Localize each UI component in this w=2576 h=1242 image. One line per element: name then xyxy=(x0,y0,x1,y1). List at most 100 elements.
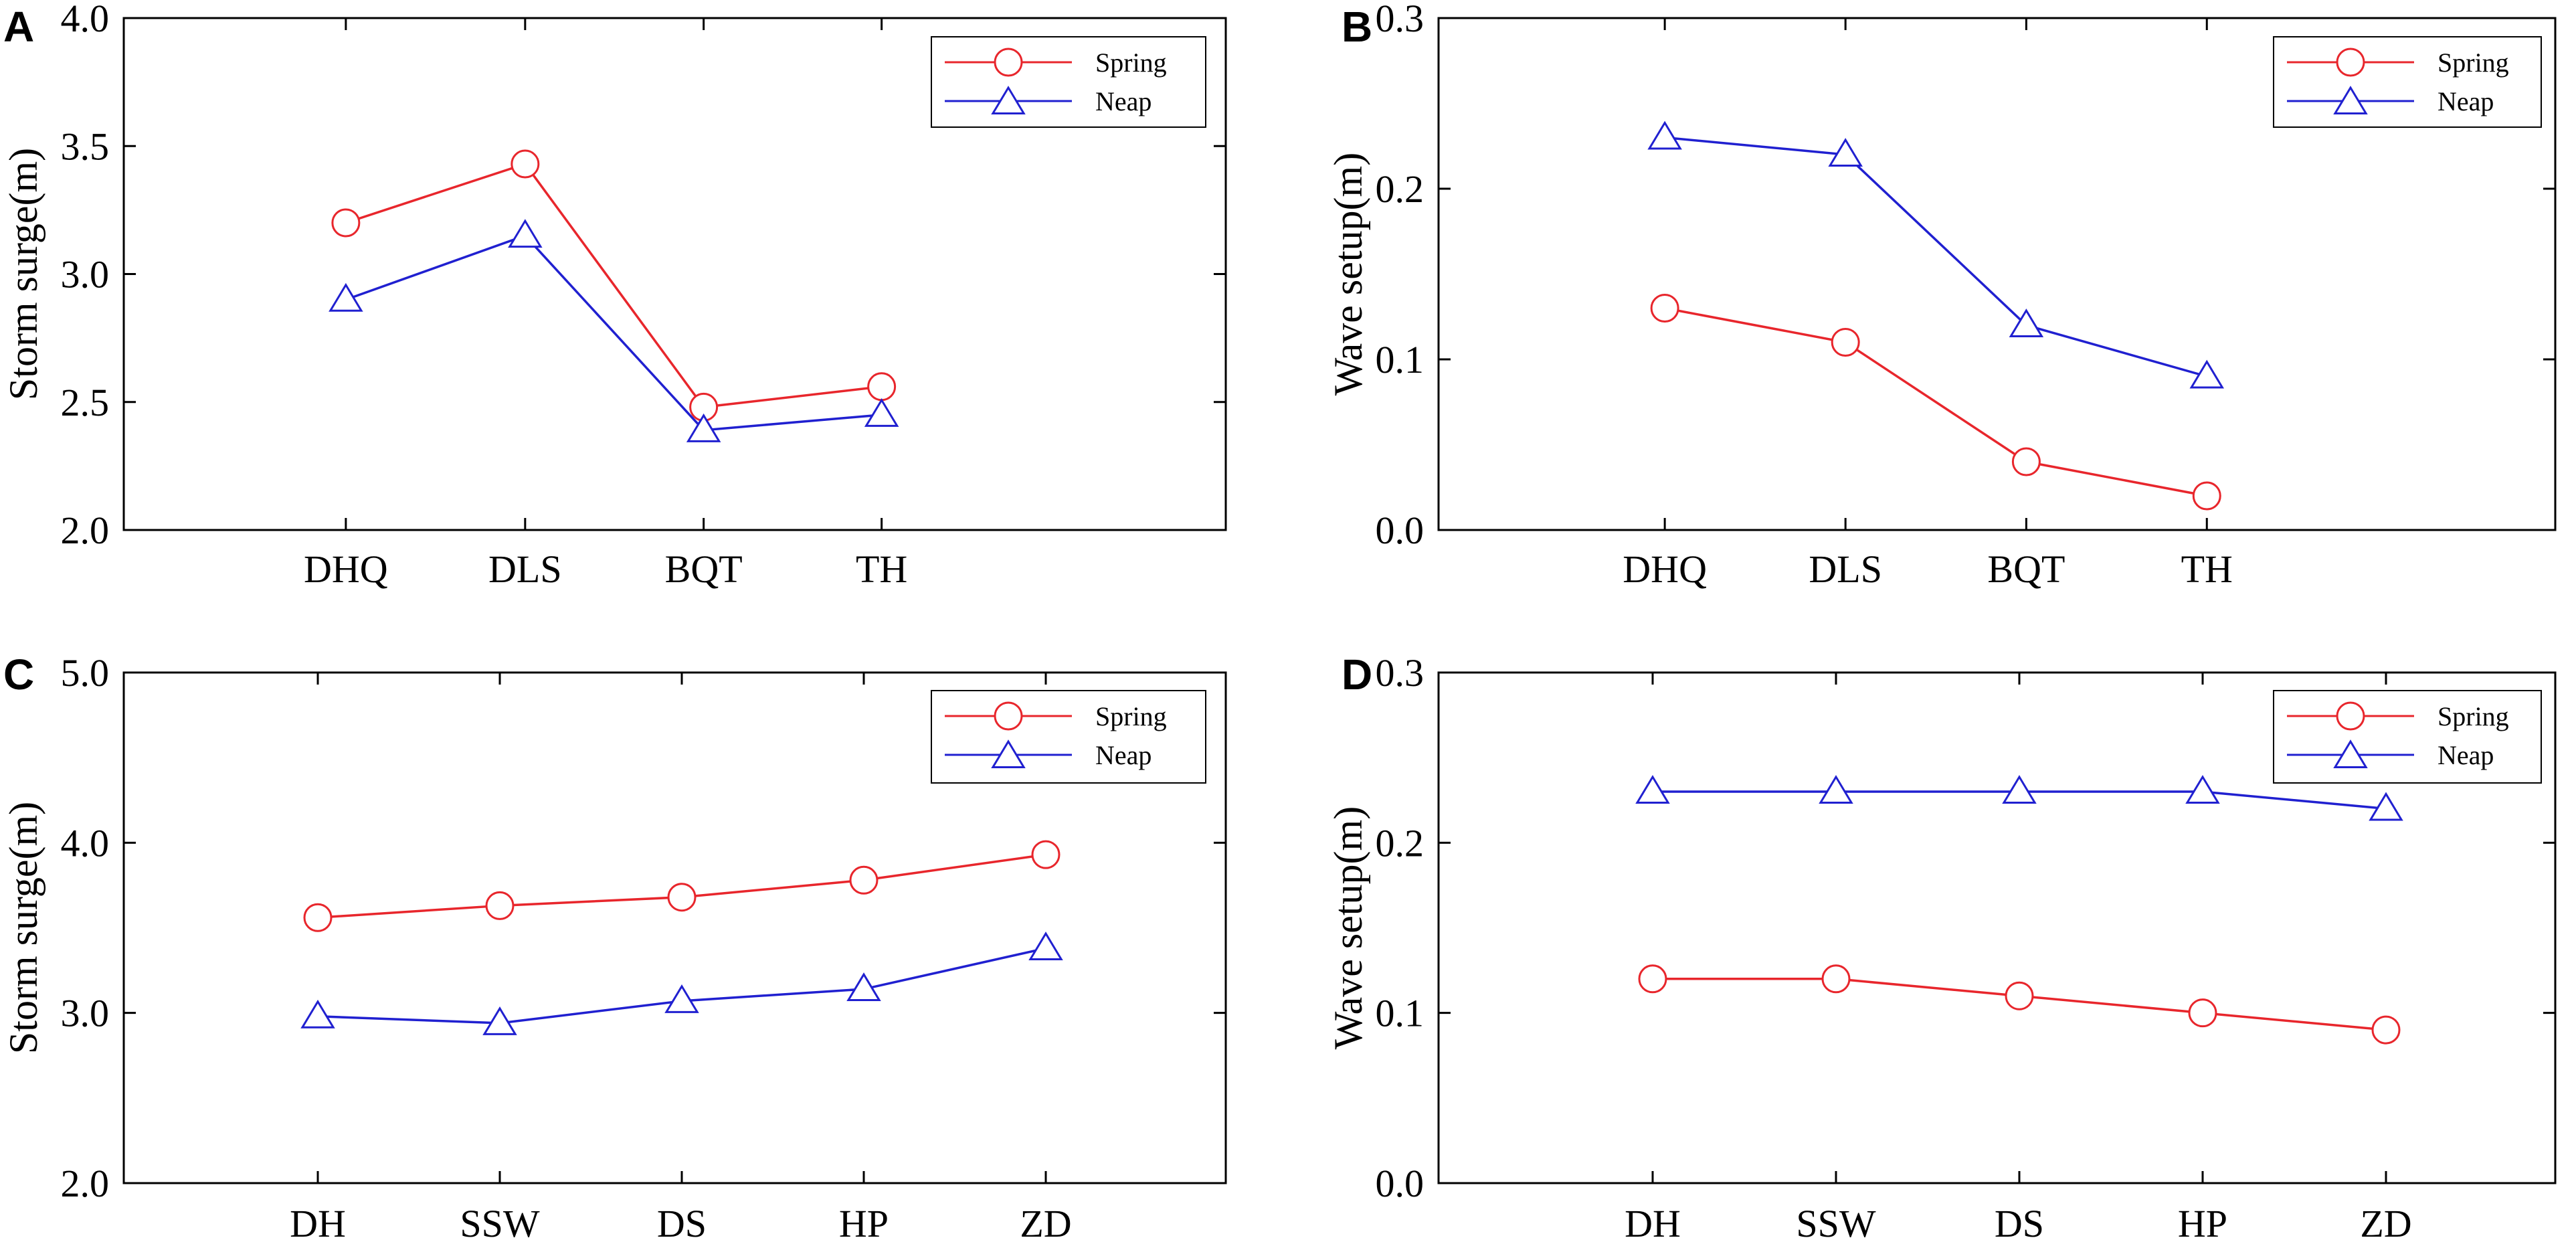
data-point-neap xyxy=(1635,775,1670,804)
y-axis-title: Wave setup(m) xyxy=(1326,153,1370,395)
y-tick-label: 4.0 xyxy=(61,821,110,865)
y-tick-label: 0.1 xyxy=(1376,338,1424,381)
y-tick-label: 0.0 xyxy=(1376,509,1424,552)
x-tick-label: DHQ xyxy=(1623,547,1707,591)
legend-marker-neap xyxy=(991,739,1026,768)
data-point-neap xyxy=(1819,775,1853,804)
y-tick-label: 2.0 xyxy=(61,509,110,552)
data-point-neap xyxy=(2189,359,2225,389)
legend: Spring Neap xyxy=(2273,690,2542,784)
x-tick-label: BQT xyxy=(1987,547,2065,591)
data-point-spring xyxy=(485,891,515,920)
data-point-spring xyxy=(2192,481,2221,511)
data-point-spring xyxy=(1638,964,1667,994)
legend-label-neap: Neap xyxy=(1095,86,1152,116)
data-point-spring xyxy=(331,208,361,238)
data-point-spring xyxy=(667,883,697,912)
data-point-spring xyxy=(1831,328,1860,357)
y-tick-label: 5.0 xyxy=(61,651,110,695)
data-point-spring xyxy=(1821,964,1851,994)
data-point-neap xyxy=(1828,138,1863,167)
legend: Spring Neap xyxy=(931,690,1206,784)
legend-label-spring: Spring xyxy=(1095,701,1167,731)
x-tick-label: TH xyxy=(2181,547,2233,591)
x-tick-label: SSW xyxy=(460,1202,540,1242)
y-tick-label: 0.0 xyxy=(1376,1162,1424,1205)
x-tick-label: DH xyxy=(1625,1202,1681,1242)
chart-panel-d: D 0.0 0.1 0.2 0.3 Wave setup(m) DH SSW DS HP ZD Spr… xyxy=(1326,650,2557,1242)
legend-label-spring: Spring xyxy=(1095,48,1167,78)
y-tick-label: 0.3 xyxy=(1376,651,1424,695)
x-tick-label: DHQ xyxy=(304,547,388,591)
legend-marker-neap xyxy=(2333,86,2368,114)
x-tick-label: HP xyxy=(839,1202,889,1242)
y-tick-label: 0.3 xyxy=(1376,0,1424,40)
panel-letter: C xyxy=(3,650,34,699)
legend-label-neap: Neap xyxy=(2437,86,2494,116)
data-point-neap xyxy=(2009,308,2044,337)
legend-box xyxy=(931,690,1206,784)
series-line-spring xyxy=(345,162,882,409)
y-axis-title: Wave setup(m) xyxy=(1326,806,1370,1049)
data-point-neap xyxy=(2002,775,2037,804)
data-point-neap xyxy=(846,972,881,1002)
x-tick-label: DLS xyxy=(1809,547,1882,591)
chart-panel-c: C 2.0 3.0 4.0 5.0 Storm surge(m) DH SSW DS HP ZD Sp… xyxy=(1,650,1227,1242)
series-line-spring xyxy=(1664,306,2207,497)
y-tick-label: 0.2 xyxy=(1376,821,1424,865)
data-point-neap xyxy=(686,413,721,442)
data-point-spring xyxy=(2188,998,2217,1028)
x-tick-label: DS xyxy=(657,1202,707,1242)
plot-frame xyxy=(1437,671,2557,1184)
data-point-neap xyxy=(300,999,335,1029)
y-tick-label: 4.0 xyxy=(61,0,110,40)
x-tick-label: SSW xyxy=(1796,1202,1876,1242)
legend-marker-spring xyxy=(994,48,1023,77)
data-point-neap xyxy=(1028,932,1063,961)
x-tick-label: DLS xyxy=(488,547,562,591)
x-tick-label: TH xyxy=(856,547,907,591)
legend: Spring Neap xyxy=(931,36,1206,128)
legend-box xyxy=(931,36,1206,128)
x-tick-label: ZD xyxy=(2360,1202,2411,1242)
panel-letter: B xyxy=(1342,3,1372,51)
legend-label-spring: Spring xyxy=(2437,701,2509,731)
plot-frame xyxy=(122,671,1227,1184)
legend-box xyxy=(2273,36,2542,128)
legend-marker-neap xyxy=(2333,739,2368,768)
x-tick-label: DS xyxy=(1995,1202,2044,1242)
x-tick-label: ZD xyxy=(1020,1202,1071,1242)
legend-marker-neap xyxy=(991,86,1026,114)
x-tick-label: HP xyxy=(2178,1202,2227,1242)
legend-marker-spring xyxy=(2336,701,2365,731)
plot-frame xyxy=(1437,17,2557,531)
data-point-neap xyxy=(482,1006,517,1035)
data-point-neap xyxy=(2185,775,2220,804)
y-tick-label: 2.0 xyxy=(61,1162,110,1205)
legend-box xyxy=(2273,690,2542,784)
chart-panel-a: A 2.0 2.5 3.0 3.5 4.0 Storm surge(m) DHQ DLS BQT T… xyxy=(1,0,1227,591)
legend-label-neap: Neap xyxy=(2437,740,2494,770)
data-point-spring xyxy=(511,149,540,179)
y-tick-label: 0.1 xyxy=(1376,992,1424,1035)
y-axis-title: Storm surge(m) xyxy=(1,148,45,400)
data-point-spring xyxy=(2011,447,2041,476)
data-point-spring xyxy=(2371,1015,2401,1045)
panel-letter: A xyxy=(3,3,34,51)
series-line-neap xyxy=(1664,136,2207,378)
data-point-spring xyxy=(849,865,879,895)
data-point-neap xyxy=(664,984,699,1013)
data-point-spring xyxy=(2005,981,2034,1010)
legend-marker-spring xyxy=(2336,48,2365,77)
y-tick-label: 3.5 xyxy=(61,124,110,168)
y-axis-title: Storm surge(m) xyxy=(1,802,45,1054)
series-line-neap xyxy=(345,234,882,432)
legend-marker-spring xyxy=(994,701,1023,731)
data-point-neap xyxy=(508,219,543,248)
x-tick-label: BQT xyxy=(665,547,743,591)
y-tick-label: 3.0 xyxy=(61,253,110,296)
data-point-neap xyxy=(1647,120,1682,150)
y-tick-label: 2.5 xyxy=(61,381,110,424)
y-tick-label: 3.0 xyxy=(61,992,110,1035)
